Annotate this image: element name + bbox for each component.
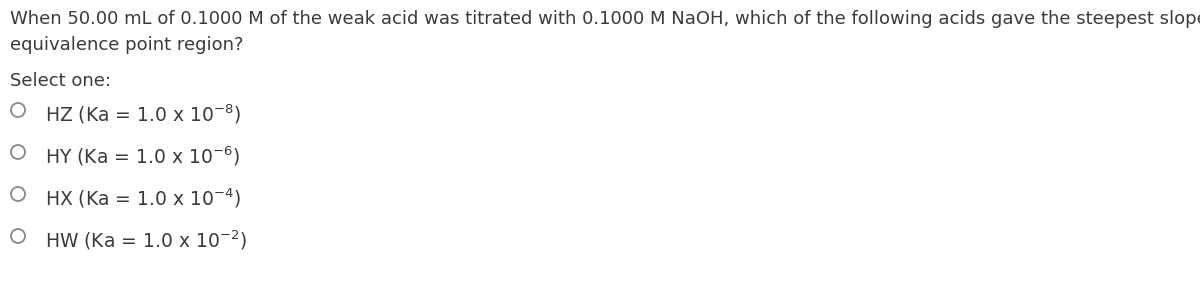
Text: When 50.00 mL of 0.1000 M of the weak acid was titrated with 0.1000 M NaOH, whic: When 50.00 mL of 0.1000 M of the weak ac… xyxy=(10,10,1200,28)
Text: Select one:: Select one: xyxy=(10,72,112,90)
Text: HZ (Ka = 1.0 x 10$^{-8}$): HZ (Ka = 1.0 x 10$^{-8}$) xyxy=(46,102,241,125)
Text: HW (Ka = 1.0 x 10$^{-2}$): HW (Ka = 1.0 x 10$^{-2}$) xyxy=(46,228,247,252)
Text: HY (Ka = 1.0 x 10$^{-6}$): HY (Ka = 1.0 x 10$^{-6}$) xyxy=(46,144,240,167)
Text: HX (Ka = 1.0 x 10$^{-4}$): HX (Ka = 1.0 x 10$^{-4}$) xyxy=(46,186,241,210)
Text: equivalence point region?: equivalence point region? xyxy=(10,36,244,54)
